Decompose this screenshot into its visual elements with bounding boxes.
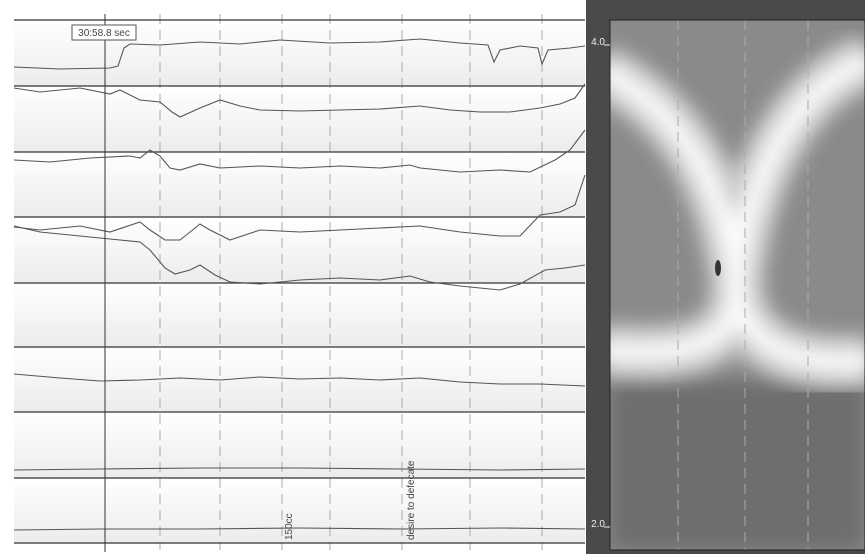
depth-tick-label: 4.0 [591,37,605,48]
annotation: desire to defecate [406,460,417,540]
depth-tick-label: 2.0 [591,519,605,530]
cursor-label: 30:58.8 sec [78,28,130,39]
annotation: 150cc [284,513,295,540]
trace-panel: 30:58.8 sec 150cc desire to defecate [14,14,585,552]
topography-panel: 4.0 2.0 [586,0,865,554]
manometry-view: 30:58.8 sec 150cc desire to defecate 4.0… [0,0,865,554]
